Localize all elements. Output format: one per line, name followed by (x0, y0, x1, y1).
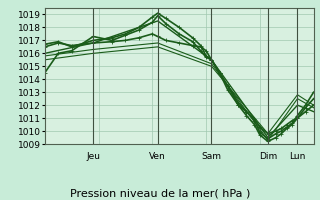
Text: Lun: Lun (289, 152, 306, 161)
Text: Pression niveau de la mer( hPa ): Pression niveau de la mer( hPa ) (70, 188, 250, 198)
Text: Dim: Dim (259, 152, 277, 161)
Text: Sam: Sam (202, 152, 221, 161)
Text: Jeu: Jeu (86, 152, 100, 161)
Text: Ven: Ven (149, 152, 166, 161)
